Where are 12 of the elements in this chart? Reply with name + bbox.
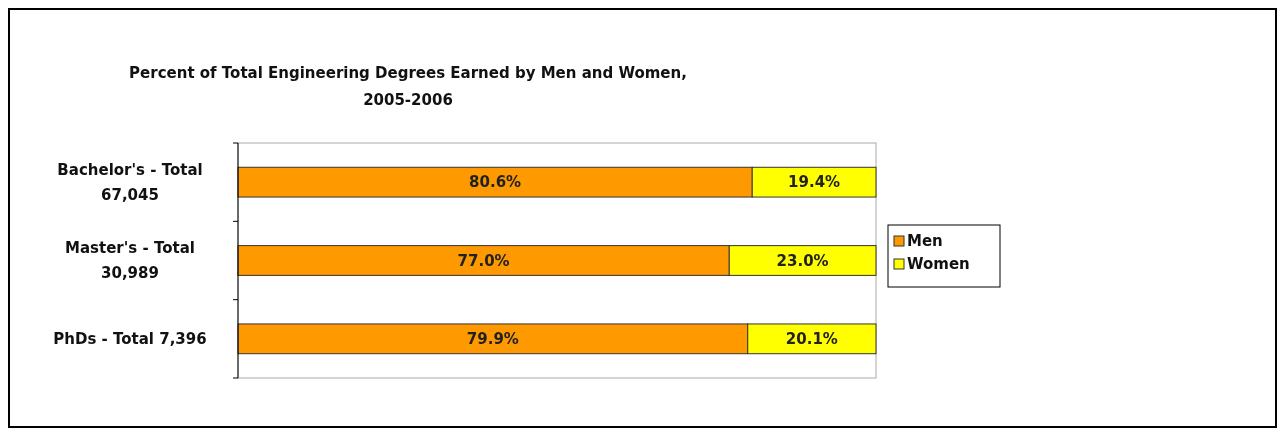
y-tick-label: Bachelor's - Total 67,045: [57, 160, 203, 204]
y-tick-label: Master's - Total 30,989: [65, 239, 195, 282]
y-tick-label: PhDs - Total 7,396: [53, 329, 207, 348]
legend-label: Men: [907, 232, 943, 250]
chart-title: Percent of Total Engineering Degrees Earned by Men and Women, 2005-2006: [129, 64, 687, 109]
data-label: 77.0%: [457, 251, 510, 270]
legend-label: Women: [907, 255, 970, 273]
data-label: 19.4%: [788, 173, 841, 192]
data-label: 23.0%: [776, 251, 829, 270]
data-label: 80.6%: [469, 173, 522, 192]
data-label: 79.9%: [466, 329, 519, 348]
data-label: 20.1%: [785, 329, 838, 348]
